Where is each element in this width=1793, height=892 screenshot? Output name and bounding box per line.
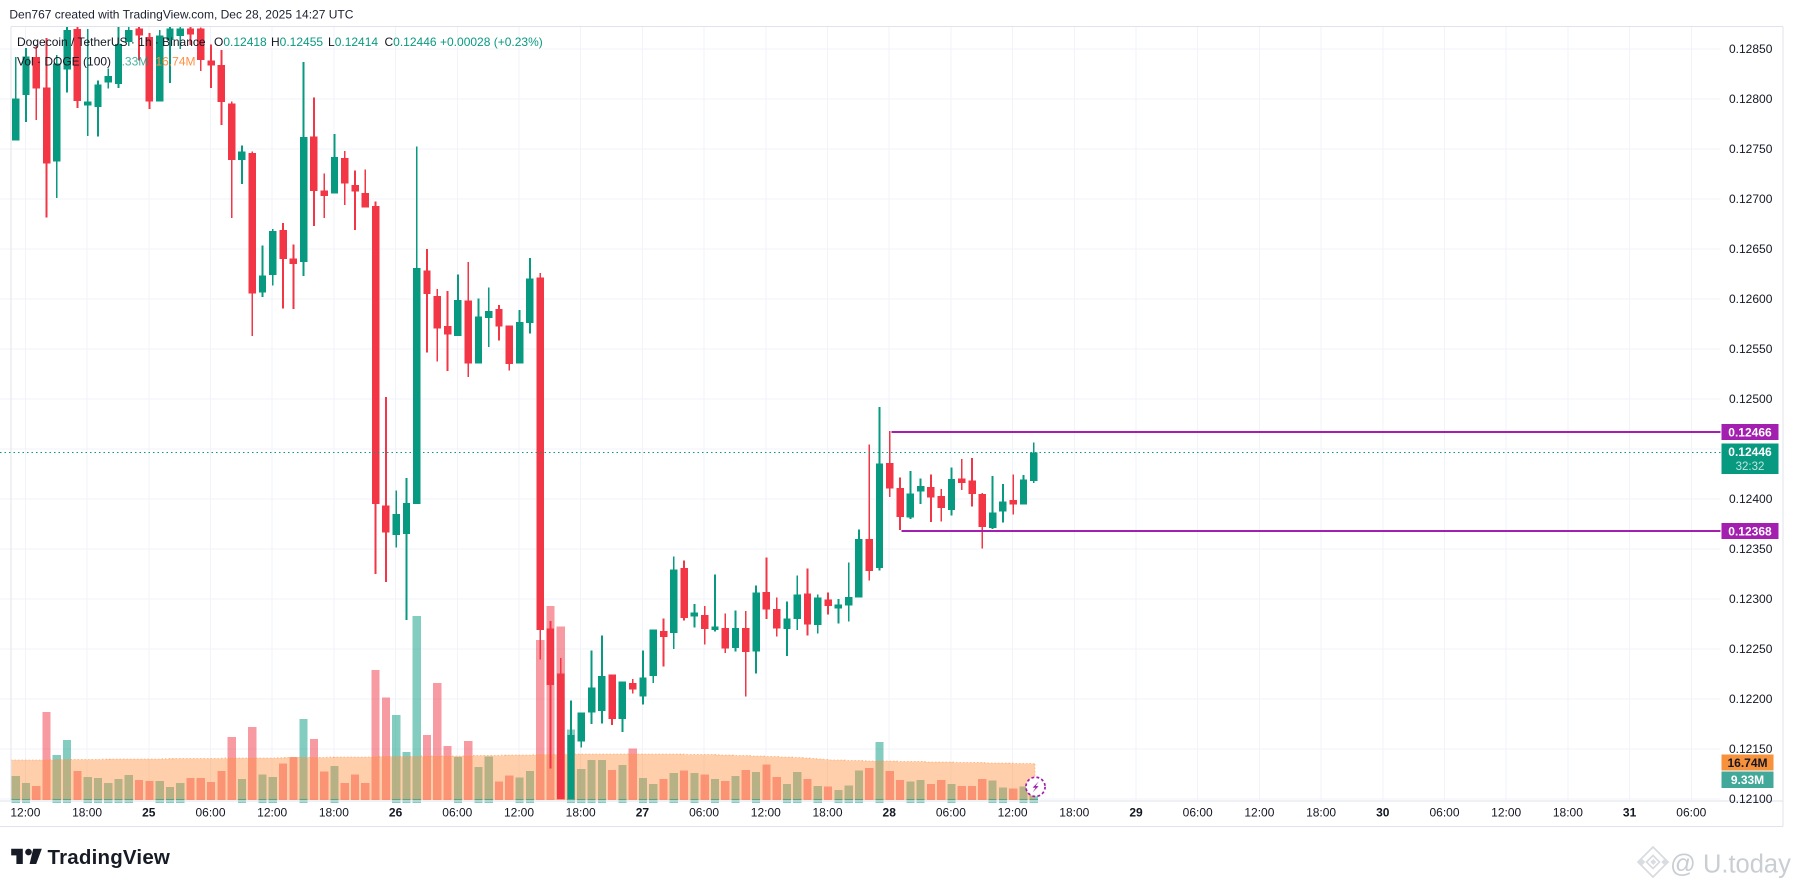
svg-text:0.12850: 0.12850 (1729, 42, 1773, 56)
svg-text:C0.12446: C0.12446 (385, 35, 437, 49)
svg-text:06:00: 06:00 (689, 806, 719, 820)
svg-text:0.12500: 0.12500 (1729, 392, 1773, 406)
svg-text:06:00: 06:00 (936, 806, 966, 820)
svg-text:Vol · DOGE (100): Vol · DOGE (100) (17, 55, 111, 69)
svg-text:0.12368: 0.12368 (1728, 524, 1772, 538)
svg-text:0.12700: 0.12700 (1729, 192, 1773, 206)
svg-text:12:00: 12:00 (751, 806, 781, 820)
svg-text:9.33M: 9.33M (115, 55, 148, 69)
svg-text:0.12446: 0.12446 (1728, 445, 1772, 459)
svg-text:18:00: 18:00 (566, 806, 596, 820)
svg-text:12:00: 12:00 (1244, 806, 1274, 820)
svg-text:0.12400: 0.12400 (1729, 492, 1773, 506)
svg-text:0.12650: 0.12650 (1729, 242, 1773, 256)
svg-text:L0.12414: L0.12414 (328, 35, 378, 49)
svg-text:18:00: 18:00 (812, 806, 842, 820)
svg-text:16.74M: 16.74M (156, 55, 196, 69)
svg-text:0.12466: 0.12466 (1728, 425, 1772, 439)
svg-text:9.33M: 9.33M (1731, 773, 1764, 787)
svg-text:0.12350: 0.12350 (1729, 542, 1773, 556)
svg-text:25: 25 (142, 806, 156, 820)
svg-text:12:00: 12:00 (10, 806, 40, 820)
svg-text:0.12750: 0.12750 (1729, 142, 1773, 156)
svg-text:06:00: 06:00 (1429, 806, 1459, 820)
svg-text:18:00: 18:00 (319, 806, 349, 820)
svg-text:18:00: 18:00 (1059, 806, 1089, 820)
svg-text:31: 31 (1623, 806, 1637, 820)
svg-text:0.12250: 0.12250 (1729, 642, 1773, 656)
svg-text:12:00: 12:00 (504, 806, 534, 820)
svg-text:O0.12418: O0.12418 (214, 35, 267, 49)
svg-text:0.12200: 0.12200 (1729, 692, 1773, 706)
svg-text:18:00: 18:00 (72, 806, 102, 820)
svg-text:0.12600: 0.12600 (1729, 292, 1773, 306)
svg-text:0.12550: 0.12550 (1729, 342, 1773, 356)
svg-text:16.74M: 16.74M (1727, 756, 1767, 770)
svg-text:H0.12455: H0.12455 (271, 35, 323, 49)
svg-text:27: 27 (636, 806, 650, 820)
svg-text:12:00: 12:00 (1491, 806, 1521, 820)
svg-text:06:00: 06:00 (1676, 806, 1706, 820)
svg-text:+0.00028 (+0.23%): +0.00028 (+0.23%) (440, 35, 543, 49)
svg-text:29: 29 (1129, 806, 1143, 820)
svg-text:30: 30 (1376, 806, 1390, 820)
svg-text:18:00: 18:00 (1553, 806, 1583, 820)
svg-text:12:00: 12:00 (998, 806, 1028, 820)
svg-text:0.12100: 0.12100 (1729, 792, 1773, 806)
svg-text:@ U.today: @ U.today (1670, 851, 1791, 879)
svg-text:12:00: 12:00 (257, 806, 287, 820)
svg-text:18:00: 18:00 (1306, 806, 1336, 820)
svg-text:06:00: 06:00 (1183, 806, 1213, 820)
svg-text:06:00: 06:00 (195, 806, 225, 820)
svg-text:28: 28 (883, 806, 897, 820)
svg-text:0.12800: 0.12800 (1729, 92, 1773, 106)
svg-text:Den767 created with TradingVie: Den767 created with TradingView.com, Dec… (9, 7, 353, 21)
svg-text:TradingView: TradingView (48, 846, 171, 869)
svg-text:06:00: 06:00 (442, 806, 472, 820)
svg-text:0.12150: 0.12150 (1729, 742, 1773, 756)
svg-text:26: 26 (389, 806, 403, 820)
svg-text:0.12300: 0.12300 (1729, 592, 1773, 606)
svg-text:32:32: 32:32 (1736, 461, 1765, 473)
svg-text:Dogecoin / TetherUS · 1h · Bin: Dogecoin / TetherUS · 1h · Binance (17, 35, 206, 49)
